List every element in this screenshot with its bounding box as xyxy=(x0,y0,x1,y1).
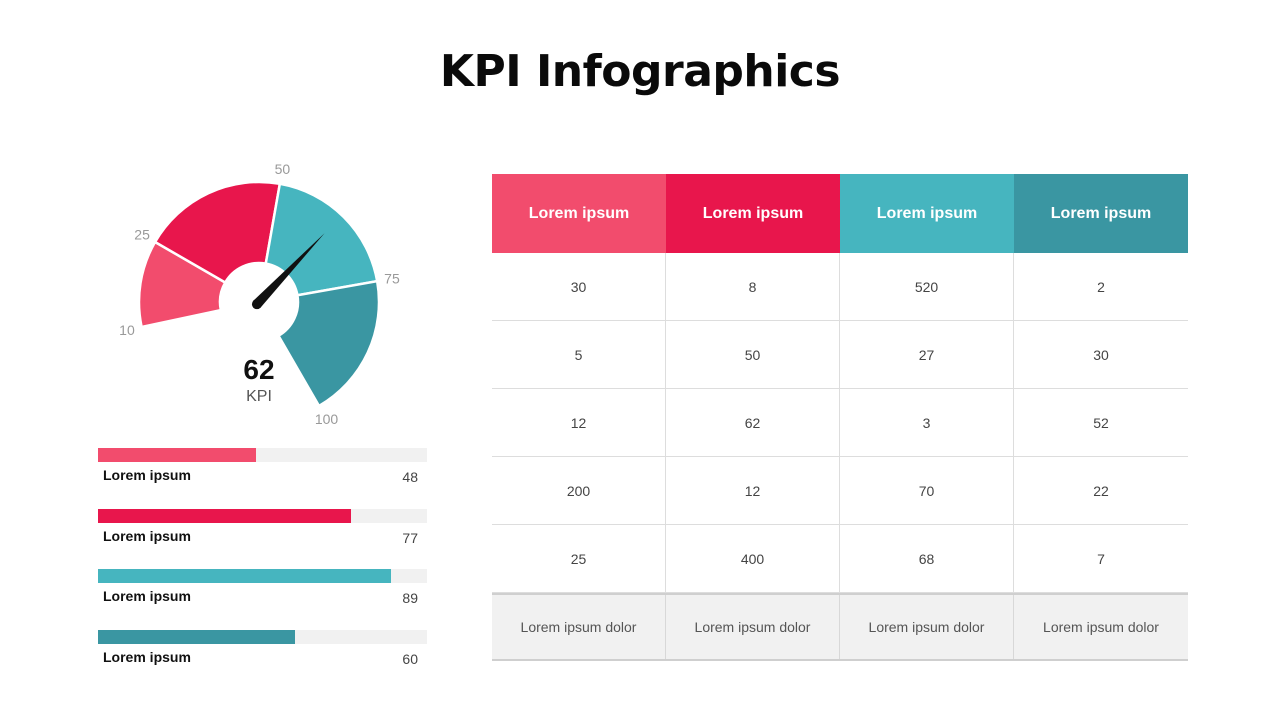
bar-row-2: Lorem ipsum 77 xyxy=(98,508,428,570)
table-cell: 3 xyxy=(840,389,1014,456)
gauge-scale-label: 100 xyxy=(315,411,339,427)
gauge-scale-label: 50 xyxy=(275,161,291,177)
table-header-row: Lorem ipsum Lorem ipsum Lorem ipsum Lorem i… xyxy=(492,174,1188,253)
table-cell: 22 xyxy=(1093,482,1109,499)
kpi-bar-list: Lorem ipsum 48 Lorem ipsum 77 Lorem ipsum 89 L… xyxy=(98,448,428,690)
gauge-needle-hub xyxy=(251,299,262,310)
table-row: 12 62 3 52 xyxy=(492,389,1188,457)
table-footer-cell: Lorem ipsum dolor xyxy=(840,595,1014,659)
table-row: 30 8 520 2 xyxy=(492,253,1188,321)
table-header-cell: Lorem ipsum xyxy=(840,174,1014,253)
table-footer-cell: Lorem ipsum dolor xyxy=(1043,619,1159,635)
bar-value: 89 xyxy=(402,590,418,606)
bar-label: Lorem ipsum xyxy=(103,588,191,604)
table-cell: 520 xyxy=(840,253,1014,320)
table-header-cell: Lorem ipsum xyxy=(666,174,840,253)
gauge-caption: KPI xyxy=(246,388,272,405)
bar-track xyxy=(98,569,427,583)
table-cell: 50 xyxy=(666,321,840,388)
bar-row-3: Lorem ipsum 89 xyxy=(98,569,428,630)
table-cell: 70 xyxy=(840,457,1014,524)
table-cell: 7 xyxy=(1097,550,1105,567)
gauge-scale-label: 10 xyxy=(119,322,135,338)
bar-value: 77 xyxy=(402,529,418,546)
bar-track xyxy=(98,448,427,462)
gauge-segment-2 xyxy=(153,180,282,285)
table-cell: 68 xyxy=(840,525,1014,592)
kpi-gauge: 10 25 50 75 100 62 KPI xyxy=(119,161,400,427)
table-cell: 12 xyxy=(666,457,840,524)
table-row: 5 50 27 30 xyxy=(492,321,1188,389)
table-header-cell: Lorem ipsum xyxy=(1014,174,1188,253)
bar-label: Lorem ipsum xyxy=(103,527,191,544)
table-cell: 62 xyxy=(666,389,840,456)
bar-fill xyxy=(98,629,296,644)
table-cell: 52 xyxy=(1093,414,1109,431)
bar-fill xyxy=(98,569,391,583)
gauge-value: 62 xyxy=(243,354,274,385)
gauge-needle xyxy=(253,233,325,308)
bar-track xyxy=(98,508,427,523)
table-cell: 12 xyxy=(492,389,666,456)
table-cell: 200 xyxy=(492,457,666,524)
table-cell: 400 xyxy=(666,525,840,592)
table-row: 200 12 70 22 xyxy=(492,457,1188,525)
bar-value: 48 xyxy=(402,469,418,485)
gauge-scale-label: 25 xyxy=(134,227,150,243)
bar-fill xyxy=(98,448,256,462)
bar-track xyxy=(98,629,427,644)
bar-row-4: Lorem ipsum 60 xyxy=(98,629,428,691)
bar-fill xyxy=(98,508,352,523)
bar-value: 60 xyxy=(402,650,418,667)
gauge-segment-4 xyxy=(276,279,381,408)
page-title: KPI Infographics xyxy=(439,46,841,97)
table-cell: 30 xyxy=(1093,346,1109,363)
table-footer-cell: Lorem ipsum dolor xyxy=(492,595,666,659)
table-cell: 5 xyxy=(492,321,666,388)
table-body: 30 8 520 2 5 50 27 30 12 62 3 52 200 12 70 22 25 400 68 7 xyxy=(492,253,1188,593)
table-cell: 8 xyxy=(666,253,840,320)
table-cell: 27 xyxy=(840,321,1014,388)
table-header-cell: Lorem ipsum xyxy=(492,174,666,253)
gauge-scale-label: 75 xyxy=(384,271,400,287)
bar-label: Lorem ipsum xyxy=(103,467,191,483)
table-footer-row: Lorem ipsum dolor Lorem ipsum dolor Lorem … xyxy=(492,593,1188,661)
table-cell: 2 xyxy=(1097,278,1105,295)
table-cell: 30 xyxy=(492,253,666,320)
table-cell: 25 xyxy=(492,525,666,592)
table-row: 25 400 68 7 xyxy=(492,525,1188,593)
bar-label: Lorem ipsum xyxy=(103,648,191,665)
kpi-table: Lorem ipsum Lorem ipsum Lorem ipsum Lorem i… xyxy=(492,174,1188,661)
bar-row-1: Lorem ipsum 48 xyxy=(98,448,428,509)
table-footer-cell: Lorem ipsum dolor xyxy=(666,595,840,659)
